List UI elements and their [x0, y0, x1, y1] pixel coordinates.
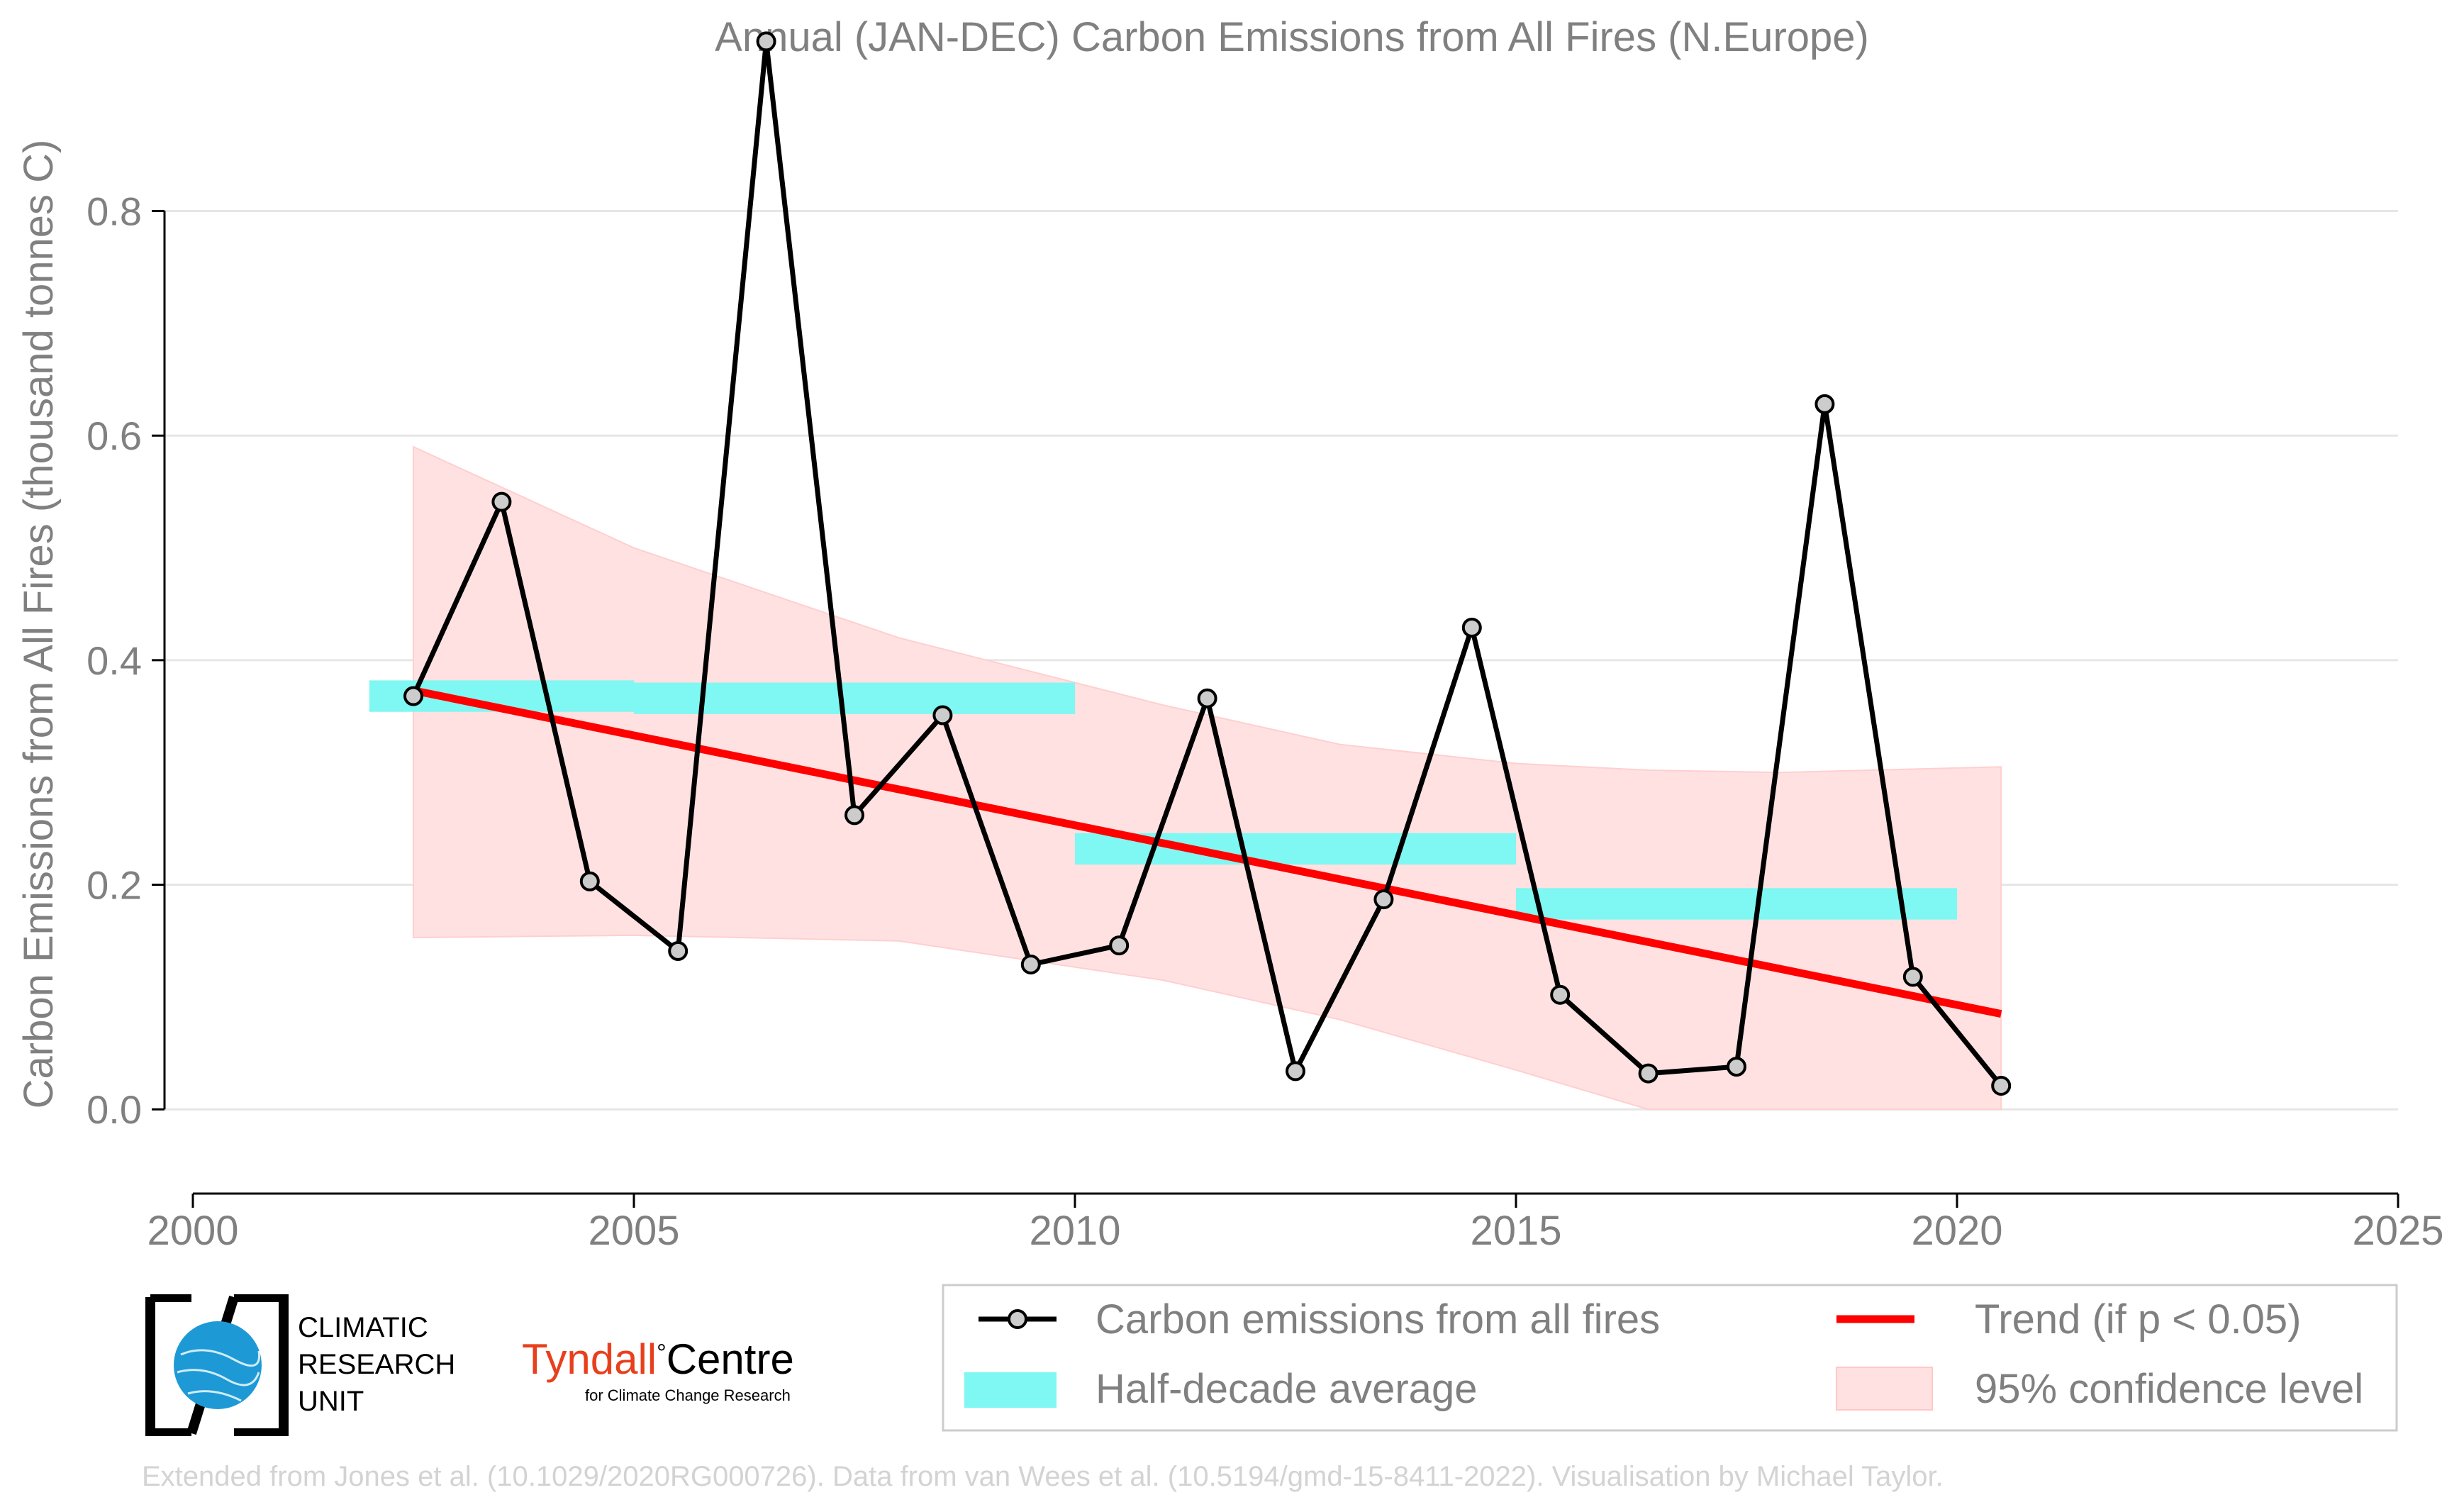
cru-text-unit: UNIT — [298, 1386, 364, 1417]
trend-line-segment — [412, 686, 2002, 1018]
legend-label-emissions: Carbon emissions from all fires — [1096, 1296, 1660, 1343]
y-tick-label: 0.0 — [87, 1087, 142, 1132]
half-decade-bar — [634, 682, 1075, 714]
x-tick-label: 2020 — [1911, 1208, 2002, 1254]
legend-swatch-half-decade — [964, 1372, 1057, 1408]
chart-title: Annual (JAN-DEC) Carbon Emissions from A… — [715, 14, 1869, 60]
trend-line — [412, 686, 2002, 1018]
source-credit: Extended from Jones et al. (10.1029/2020… — [142, 1461, 1944, 1492]
tyndall-degree: ° — [657, 1340, 667, 1367]
globe-contour — [177, 1349, 261, 1402]
axes: 0.0 0.2 0.4 0.6 0.8 2000 2005 2010 2015 2020 2025 — [87, 189, 2443, 1254]
tyndall-centre: Centre — [667, 1335, 794, 1383]
emissions-point — [756, 31, 776, 52]
emissions-point — [491, 491, 512, 512]
tyndall-logo: Tyndall°Centre for Climate Change Resear… — [522, 1335, 794, 1404]
legend-label-half-decade: Half-decade average — [1096, 1366, 1477, 1412]
cru-logo-bracket-left — [145, 1294, 191, 1436]
legend: Carbon emissions from all fires Trend (i… — [942, 1284, 2398, 1432]
y-tick-label: 0.4 — [87, 638, 142, 683]
legend-frame — [942, 1284, 2398, 1432]
emissions-point — [844, 805, 864, 826]
emissions-point — [1286, 1061, 1305, 1082]
cru-logo-bracket-right — [234, 1294, 289, 1436]
legend-label-trend: Trend (if p < 0.05) — [1975, 1296, 2301, 1343]
legend-marker-emissions — [1008, 1309, 1027, 1329]
x-tick-label: 2010 — [1029, 1208, 1120, 1254]
emissions-point — [1461, 617, 1482, 638]
emissions-point — [1902, 967, 1923, 987]
emissions-point — [579, 871, 600, 891]
legend-label-confidence: 95% confidence level — [1975, 1366, 2363, 1412]
x-tick-label: 2000 — [147, 1208, 238, 1254]
cru-text-climatic: CLIMATIC — [298, 1312, 428, 1343]
emissions-point — [1991, 1075, 2012, 1096]
globe-icon — [174, 1321, 262, 1409]
x-tick-label: 2025 — [2352, 1208, 2443, 1254]
cru-logo: CLIMATIC RESEARCH UNIT — [145, 1294, 455, 1436]
x-tick-label: 2005 — [588, 1208, 679, 1254]
y-tick-label: 0.6 — [87, 413, 142, 458]
y-axis-label: Carbon Emissions from All Fires (thousan… — [16, 140, 62, 1109]
half-decade-bar — [1516, 888, 1957, 920]
emissions-point — [1373, 889, 1394, 910]
emissions-point — [1727, 1057, 1746, 1077]
emissions-point — [1109, 935, 1130, 956]
emissions-point — [668, 940, 689, 961]
cru-text-research: RESEARCH — [298, 1349, 455, 1380]
tyndall-wordmark: Tyndall°Centre — [522, 1335, 794, 1383]
tyndall-name: Tyndall — [522, 1335, 657, 1383]
emissions-point — [1020, 954, 1041, 974]
emissions-series — [403, 31, 2012, 1096]
confidence-band — [413, 445, 2002, 1111]
emissions-point — [403, 686, 423, 706]
y-tick-label: 0.2 — [87, 863, 142, 908]
tyndall-subtitle: for Climate Change Research — [585, 1386, 791, 1404]
y-tick-label: 0.8 — [87, 189, 142, 234]
legend-swatch-confidence — [1836, 1367, 1933, 1411]
x-tick-label: 2015 — [1470, 1208, 1561, 1254]
confidence-band-area — [413, 445, 2002, 1111]
emissions-point — [1814, 394, 1835, 414]
emissions-point — [932, 705, 953, 726]
emissions-point — [1197, 688, 1217, 708]
emissions-point — [1638, 1063, 1659, 1084]
emissions-point — [1550, 984, 1571, 1005]
